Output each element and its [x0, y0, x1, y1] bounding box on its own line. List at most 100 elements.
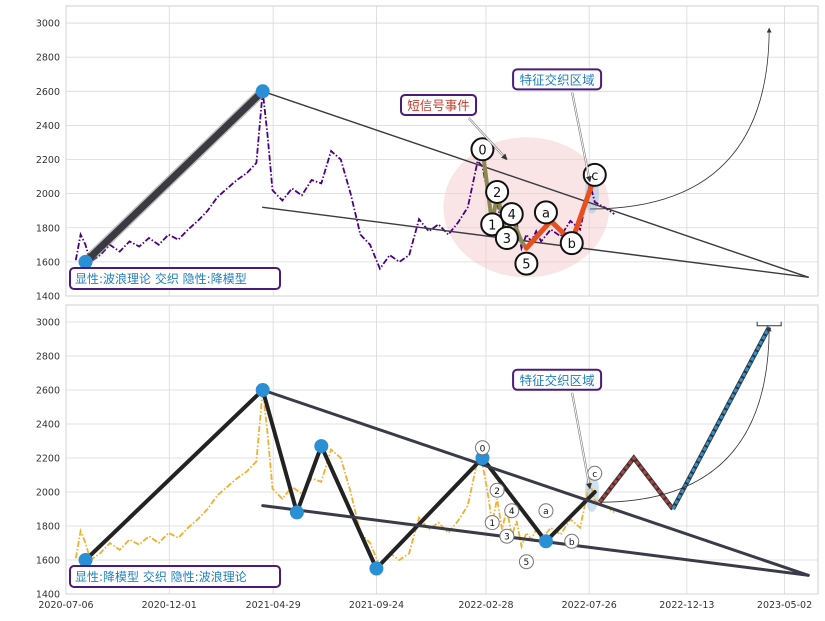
wave-label-circle	[533, 200, 558, 225]
y-tick-label: 2800	[36, 352, 60, 363]
triangle	[261, 388, 810, 577]
wave-label-text: 4	[508, 208, 516, 223]
wave-label-text: b	[568, 237, 576, 252]
forecast-red	[598, 455, 675, 510]
wave-label-text: a	[542, 206, 550, 221]
wave-label-text: 0	[480, 444, 486, 454]
x-tick-label: 2023-05-02	[757, 600, 812, 611]
legend-box-text: 显性:降模型 交织 隐性:波浪理论	[75, 569, 247, 584]
wave-label-text: 1	[489, 519, 495, 529]
wave-label-text: 3	[503, 232, 511, 247]
annotation-arrow	[571, 92, 592, 183]
y-tick-label: 1400	[36, 590, 60, 601]
projection-arc	[599, 326, 772, 503]
legend-box	[69, 267, 281, 290]
y-tick-label: 2600	[36, 386, 60, 397]
wave-label-circle	[484, 515, 500, 531]
y-tick-label: 2000	[36, 488, 60, 499]
y-tick-label: 3000	[36, 19, 60, 30]
forecast-blue	[671, 326, 771, 510]
wave-label-text: 5	[524, 558, 530, 568]
key-point	[475, 451, 490, 465]
model-zigzag	[83, 388, 597, 571]
price-series	[74, 389, 615, 569]
x-tick-label: 2020-07-06	[38, 600, 93, 611]
key-point	[538, 534, 553, 549]
wave-label-text: 2	[493, 186, 501, 201]
x-tick-label: 2021-09-24	[349, 600, 404, 611]
legend-box	[69, 565, 281, 588]
key-point	[314, 439, 329, 454]
key-point	[255, 383, 270, 397]
panel-bottom: 1400160018002000220024002600280030002020…	[36, 304, 819, 611]
wave-label-circle	[538, 503, 554, 519]
wave-lines	[262, 206, 809, 278]
legend-box-text: 显性:波浪理论 交织 隐性:降模型	[75, 271, 247, 286]
wave-label-text: b	[569, 538, 575, 548]
price-series	[74, 91, 615, 271]
y-tick-label: 2800	[36, 53, 60, 64]
wave-label-text: a	[543, 507, 549, 517]
key-point	[369, 561, 384, 576]
annotation-box	[512, 68, 603, 91]
annotation-arrow	[468, 117, 508, 160]
wave-label-circle	[470, 137, 495, 162]
wave-label-text: 3	[504, 533, 510, 543]
wave-label-text: 2	[494, 487, 500, 497]
wave-label-circle	[499, 528, 515, 544]
wave-label-circle	[518, 554, 534, 570]
wave-label-text: 0	[478, 143, 486, 158]
key-point	[78, 254, 93, 269]
target-bracket	[756, 321, 782, 327]
impulse	[82, 87, 267, 266]
y-tick-label: 1800	[36, 223, 60, 234]
abc	[523, 174, 598, 251]
wave-label-circle	[559, 231, 584, 256]
panel-top: 1400 1600 1800 2000 2200 2400 2600 2800 3000 0 1 2 3…	[36, 5, 819, 303]
y-tick-label: 2400	[36, 121, 60, 132]
key-point	[78, 553, 93, 567]
y-tick-label: 1400	[36, 292, 60, 303]
wave-label-circle	[494, 226, 519, 250]
annotation-text: 短信号事件	[407, 98, 470, 113]
projection-arc	[589, 27, 772, 210]
wave-label-circle	[485, 179, 510, 204]
triangle	[261, 504, 810, 577]
y-tick-label: 2200	[36, 155, 60, 166]
y-tick-label: 2200	[36, 454, 60, 465]
x-tick-label: 2022-12-13	[659, 600, 714, 611]
x-tick-label: 2020-12-01	[142, 600, 197, 611]
y-tick-label: 1800	[36, 522, 60, 533]
wave-label-text: 5	[522, 258, 530, 273]
wave-label-circle	[499, 202, 524, 227]
y-tick-label: 2400	[36, 420, 60, 431]
annotation-box	[400, 93, 478, 116]
annotation-text: 特征交织区域	[520, 373, 595, 388]
wave-label-circle	[480, 212, 505, 237]
x-tick-label: 2022-07-26	[562, 600, 617, 611]
y-tick-label: 1600	[36, 257, 60, 268]
x-tick-label: 2022-02-28	[458, 600, 513, 611]
plot-area	[65, 5, 819, 297]
annotation-arrow	[571, 392, 592, 490]
annotation-text: 特征交织区域	[520, 72, 595, 87]
wave-label-text: 1	[488, 218, 496, 233]
wave-label-text: 4	[509, 507, 515, 517]
key-point	[255, 84, 270, 99]
wave-label-circle	[514, 251, 539, 276]
wave-label-circle	[564, 533, 580, 549]
y-tick-label: 2600	[36, 87, 60, 98]
wave-label-circle	[489, 482, 505, 498]
wave-lines	[262, 90, 809, 278]
y-tick-label: 3000	[36, 318, 60, 329]
y-tick-label: 1600	[36, 556, 60, 567]
key-point	[289, 505, 304, 520]
wave-label-text: c	[592, 470, 597, 480]
wave-label-text: c	[591, 169, 598, 184]
annotation-box	[512, 368, 603, 391]
wave-label-circle	[474, 440, 490, 456]
wave-label-circle	[504, 503, 520, 519]
y-tick-label: 2000	[36, 189, 60, 200]
